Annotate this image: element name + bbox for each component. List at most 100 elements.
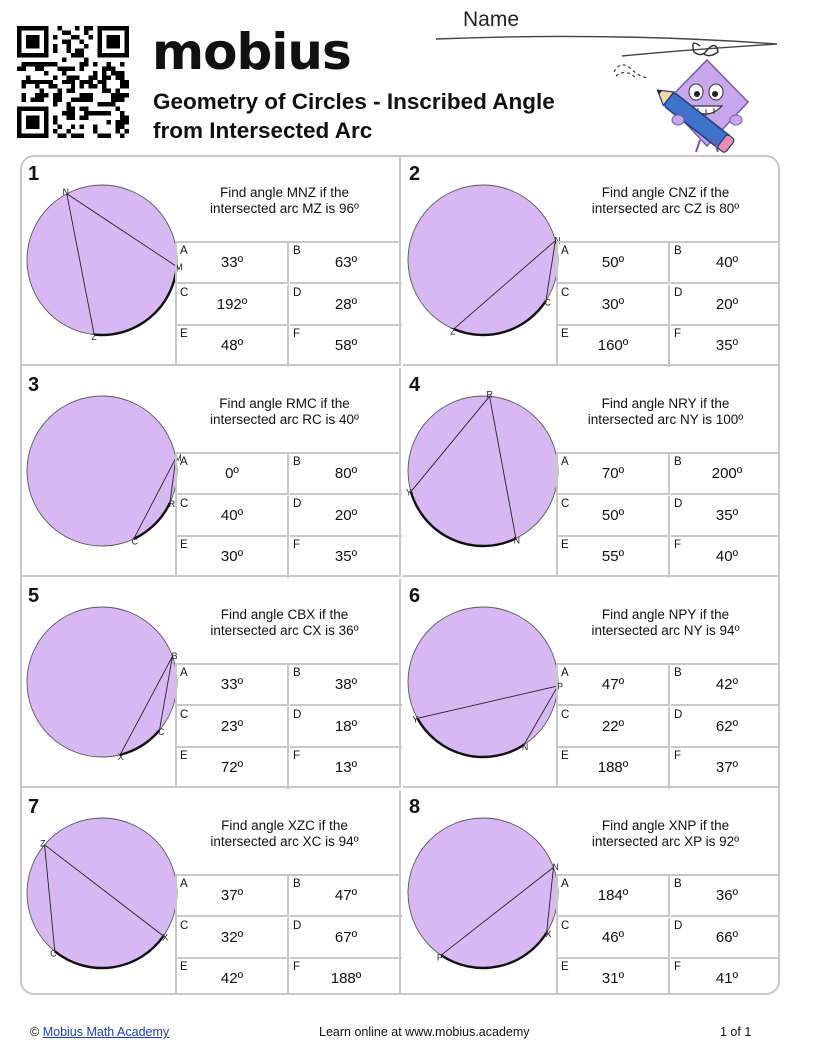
answer-choice-c[interactable]: C 32º (177, 917, 289, 959)
answer-choice-a[interactable]: A 70º (558, 454, 670, 495)
choice-letter: D (674, 708, 683, 721)
answer-choices: A 47º B 42º C 22º D 62º E 188º F 37º (556, 663, 778, 789)
answer-choice-a[interactable]: A 47º (558, 665, 670, 706)
answer-choice-a[interactable]: A 33º (177, 243, 289, 284)
answer-choice-b[interactable]: B 47º (290, 876, 402, 917)
chord (133, 457, 177, 540)
choice-letter: E (561, 961, 569, 973)
answer-choice-b[interactable]: B 36º (671, 876, 778, 917)
answer-choice-e[interactable]: E 188º (558, 748, 670, 789)
answer-choice-a[interactable]: A 184º (558, 876, 670, 917)
answer-choice-a[interactable]: A 37º (177, 876, 289, 917)
answer-choice-c[interactable]: C 192º (177, 284, 289, 326)
answer-choice-c[interactable]: C 46º (558, 917, 670, 959)
answer-choice-d[interactable]: D 66º (671, 918, 778, 959)
answer-choice-d[interactable]: D 18º (290, 707, 402, 748)
answer-choice-b[interactable]: B 38º (290, 665, 402, 706)
choice-value: 62º (715, 717, 739, 735)
answer-choice-c[interactable]: C 50º (558, 495, 670, 537)
answer-choice-d[interactable]: D 67º (290, 918, 402, 959)
answer-choice-e[interactable]: E 42º (177, 959, 289, 993)
answer-choice-c[interactable]: C 40º (177, 495, 289, 537)
answer-choice-e[interactable]: E 55º (558, 537, 670, 578)
choice-value: 40º (220, 506, 244, 524)
circle (26, 606, 178, 758)
answer-choice-d[interactable]: D 28º (290, 285, 402, 326)
choice-value: 47º (334, 887, 358, 904)
point-label: X (546, 929, 552, 939)
answer-choice-b[interactable]: B 42º (671, 665, 778, 706)
chord (546, 867, 554, 933)
answer-choice-c[interactable]: C 23º (177, 706, 289, 748)
answer-choice-a[interactable]: A 33º (177, 665, 289, 706)
chord (489, 396, 517, 539)
intercepted-arc (119, 729, 161, 756)
answer-choices: A 33º B 63º C 192º D 28º E 48º F 58º (175, 241, 402, 367)
prompt-line-1: Find angle XNP if the (601, 818, 730, 833)
answer-choice-e[interactable]: E 31º (558, 959, 670, 993)
question-3: 3 Find angle RMC if the intersected arc RC… (22, 368, 402, 578)
prompt-line-2: intersected arc MZ is 96º (210, 201, 359, 216)
point-label: C (50, 948, 57, 958)
chord (119, 656, 173, 755)
title-line-1: Geometry of Circles - Inscribed Angle (153, 89, 555, 114)
prompt-line-2: intersected arc XP is 92º (591, 834, 740, 849)
question-1: 1 Find angle MNZ if the intersected arc MZ… (22, 157, 402, 367)
choice-value: 37º (715, 759, 739, 776)
choice-letter: D (293, 497, 302, 510)
answer-choices: A 184º B 36º C 46º D 66º E 31º F 41º (556, 874, 778, 993)
answer-choice-f[interactable]: F 58º (290, 326, 402, 367)
answer-choice-e[interactable]: E 160º (558, 326, 670, 367)
choice-value: 58º (334, 337, 358, 354)
answer-choice-a[interactable]: A 0º (177, 454, 289, 495)
answer-choice-d[interactable]: D 35º (671, 496, 778, 537)
answer-choice-d[interactable]: D 62º (671, 707, 778, 748)
choice-value: 20º (334, 506, 358, 524)
answer-choice-a[interactable]: A 50º (558, 243, 670, 284)
question-prompt: Find angle RMC if the intersected arc RC … (182, 396, 387, 428)
answer-choice-b[interactable]: B 63º (290, 243, 402, 284)
mascot-icon (613, 42, 750, 153)
choice-value: 32º (220, 928, 244, 946)
choice-letter: F (674, 328, 682, 340)
choice-value: 20º (715, 295, 739, 313)
question-prompt: Find angle NRY if the intersected arc NY … (563, 396, 768, 428)
answer-choice-b[interactable]: B 200º (671, 454, 778, 495)
answer-choice-e[interactable]: E 48º (177, 326, 289, 367)
intercepted-arc (440, 932, 548, 970)
answer-choice-f[interactable]: F 40º (671, 537, 778, 578)
answer-choice-f[interactable]: F 13º (290, 748, 402, 789)
choice-letter: A (180, 878, 188, 890)
choice-value: 42º (715, 676, 739, 693)
question-number: 3 (28, 374, 40, 396)
circle-diagram: N X P (407, 817, 559, 970)
answer-choice-f[interactable]: F 35º (671, 326, 778, 367)
answer-choice-e[interactable]: E 72º (177, 748, 289, 789)
question-prompt: Find angle NPY if the intersected arc NY … (563, 607, 768, 639)
answer-choice-c[interactable]: C 22º (558, 706, 670, 748)
choice-value: 35º (715, 337, 739, 354)
choice-letter: E (561, 750, 569, 762)
prompt-line-2: intersected arc CZ is 80º (591, 201, 740, 216)
choice-letter: F (293, 539, 301, 551)
choice-letter: B (293, 667, 301, 679)
choice-letter: B (674, 878, 682, 890)
name-line[interactable] (432, 30, 782, 60)
answer-choice-f[interactable]: F 188º (290, 959, 402, 993)
point-label: C (158, 727, 165, 737)
choice-letter: E (180, 750, 188, 762)
answer-choice-f[interactable]: F 41º (671, 959, 778, 993)
answer-choice-d[interactable]: D 20º (290, 496, 402, 537)
answer-choice-e[interactable]: E 30º (177, 537, 289, 578)
answer-choice-f[interactable]: F 35º (290, 537, 402, 578)
point-label: R (487, 389, 493, 399)
copyright-link[interactable]: Mobius Math Academy (42, 1025, 170, 1039)
answer-choice-f[interactable]: F 37º (671, 748, 778, 789)
answer-choice-c[interactable]: C 30º (558, 284, 670, 326)
footer-copyright: © Mobius Math Academy (30, 1025, 169, 1039)
choice-letter: A (561, 667, 569, 679)
question-number: 4 (409, 374, 421, 396)
answer-choice-b[interactable]: B 80º (290, 454, 402, 495)
answer-choice-d[interactable]: D 20º (671, 285, 778, 326)
answer-choice-b[interactable]: B 40º (671, 243, 778, 284)
